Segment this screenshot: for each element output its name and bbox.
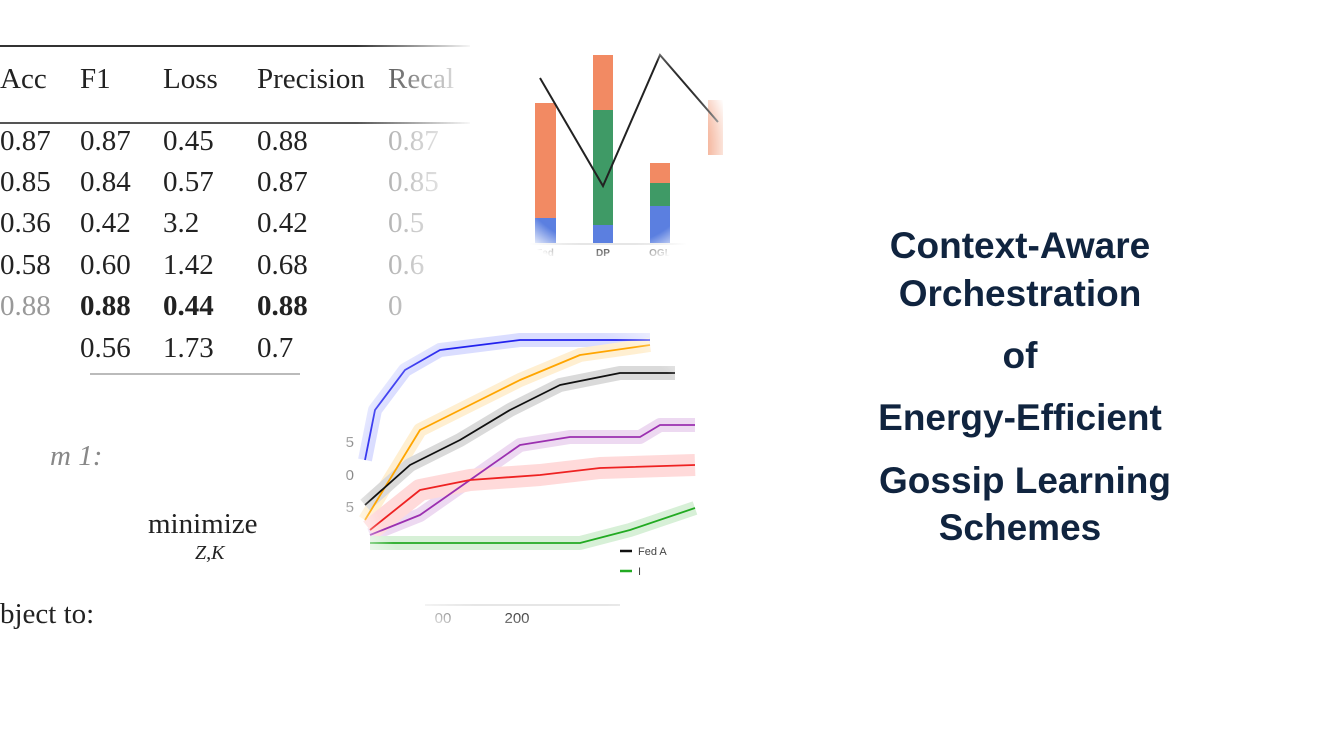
table-cell: 0.44 — [163, 290, 214, 322]
overlay-line — [539, 53, 719, 189]
curve — [370, 507, 696, 544]
column-header: Loss — [163, 63, 218, 95]
bar-figure: Fed DP OGL — [523, 53, 723, 259]
x-tick-label: 200 — [504, 610, 529, 627]
title-line: Orchestration — [898, 273, 1142, 314]
title-line: Context-Aware — [889, 225, 1151, 266]
table-cell: 0.88 — [257, 290, 308, 322]
table-cell: 0.68 — [257, 249, 308, 281]
table-cell: 1.73 — [163, 332, 214, 364]
table-cell: 0.88 — [0, 290, 51, 322]
line-figure: 5 0 5 00 200 Fed A I — [346, 333, 698, 627]
x-tick-label: 00 — [435, 610, 452, 627]
title-line: Gossip Learning — [879, 460, 1171, 501]
table-cell: 1.42 — [163, 249, 214, 281]
curve — [369, 424, 695, 536]
column-header: F1 — [80, 63, 111, 95]
table-cell: 0.85 — [388, 166, 439, 198]
title-line: Energy-Efficient — [878, 397, 1162, 438]
subscript: Z,K — [195, 542, 225, 564]
bar-segment — [650, 206, 670, 243]
bar-segment — [535, 103, 556, 218]
table-cell: 0.36 — [0, 207, 51, 239]
curve — [369, 464, 696, 531]
table-cell: 0.42 — [80, 207, 131, 239]
table-cell: 0.88 — [80, 290, 131, 322]
bar-segment — [593, 110, 613, 225]
rule — [0, 45, 470, 47]
algorithm-label: m 1: — [50, 440, 103, 472]
table-cell: 0.58 — [0, 249, 51, 281]
table-cell: 0.87 — [0, 125, 51, 157]
y-tick-label: 0 — [346, 467, 354, 484]
legend-label: I — [638, 566, 641, 578]
curve — [364, 344, 651, 521]
objective: minimize — [148, 508, 258, 540]
bar-segment — [650, 163, 670, 183]
table-cell: 0.85 — [0, 166, 51, 198]
table-cell: 0.88 — [257, 125, 308, 157]
rule — [90, 373, 300, 375]
table-cell: 0.5 — [388, 207, 425, 239]
table-cell: 0.6 — [388, 249, 425, 281]
category-label: DP — [596, 248, 610, 259]
bar-segment — [593, 55, 613, 110]
column-header: Acc — [0, 63, 47, 95]
bar-segment — [593, 225, 613, 243]
bar-segment — [535, 218, 556, 243]
y-tick-label: 5 — [346, 434, 354, 451]
legend-label: Fed A — [638, 546, 667, 558]
bar-segment — [708, 100, 723, 155]
curve — [364, 339, 650, 461]
table-cell: 0.7 — [257, 332, 294, 364]
table-cell: 0.45 — [163, 125, 214, 157]
table-cell: 0.42 — [257, 207, 308, 239]
bar-segment — [650, 183, 670, 206]
table-cell: 0.84 — [80, 166, 131, 198]
rule — [0, 122, 470, 124]
y-tick-label: 5 — [346, 499, 354, 516]
table-cell: 0 — [388, 290, 403, 322]
table-cell: 0.87 — [80, 125, 131, 157]
column-header: Precision — [257, 63, 365, 95]
curve — [364, 372, 675, 506]
table-cell: 0.60 — [80, 249, 131, 281]
table-cell: 0.57 — [163, 166, 214, 198]
column-header: Recal — [388, 63, 455, 95]
table-cell: 3.2 — [163, 207, 200, 239]
constraint: bject to: — [0, 598, 95, 630]
category-label: Fed — [536, 248, 554, 259]
table-cell: 0.56 — [80, 332, 131, 364]
title-line: of — [1002, 335, 1038, 376]
title-line: Schemes — [938, 507, 1102, 548]
table-cell: 0.87 — [257, 166, 308, 198]
category-label: OGL — [649, 248, 671, 259]
table-cell: 0.87 — [388, 125, 439, 157]
table-image: Acc F1 Loss Precision Recal 0.87 0.87 0.45 0.88 0… — [0, 40, 475, 380]
